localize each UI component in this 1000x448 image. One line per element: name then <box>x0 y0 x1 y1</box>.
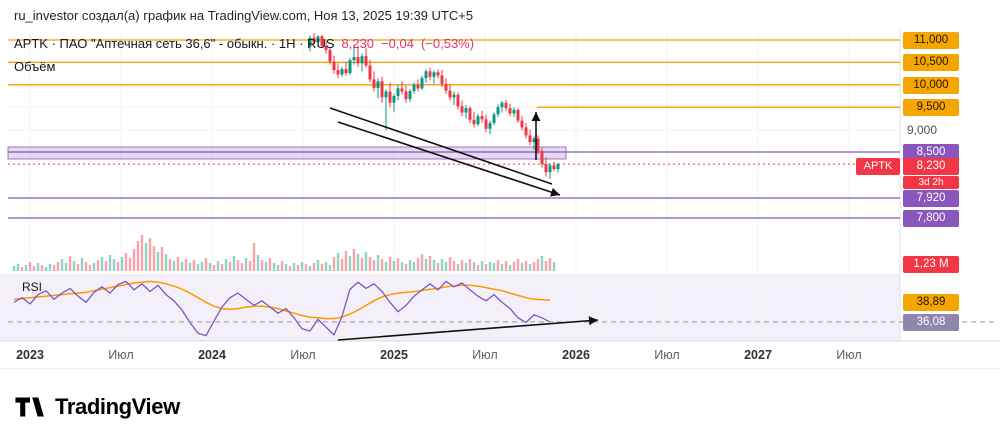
price-level-badge-11000: 11,000 <box>903 32 959 49</box>
time-axis-label: Июл <box>108 348 134 362</box>
volume-value-badge: 1,23 M <box>903 256 959 273</box>
attribution-text: ru_investor создал(а) график на TradingV… <box>14 8 474 23</box>
price-level-badge-10000: 10,000 <box>903 77 959 94</box>
time-axis-label: 2024 <box>198 348 226 362</box>
symbol-legend: APTK · ПАО "Аптечная сеть 36,6" - обыкн.… <box>14 36 474 51</box>
price-level-badge-9500: 9,500 <box>903 99 959 116</box>
time-axis-label: 2026 <box>562 348 590 362</box>
time-axis-label: Июл <box>472 348 498 362</box>
time-axis-label: Июл <box>290 348 316 362</box>
price-level-badge-7920: 7,920 <box>903 190 959 207</box>
volume-legend: Объём <box>14 59 56 74</box>
time-axis-label: 2025 <box>380 348 408 362</box>
price-level-badge-8500: 8,500 <box>903 144 959 161</box>
last-price-badge: 8,230 <box>903 158 959 175</box>
bar-countdown-badge: 3d 2h <box>903 176 959 189</box>
price-level-badge-7800: 7,800 <box>903 210 959 227</box>
symbol-description: APTK · ПАО "Аптечная сеть 36,6" - обыкн.… <box>14 36 335 51</box>
time-axis-label: Июл <box>836 348 862 362</box>
price-change: −0,04 <box>381 36 414 51</box>
time-axis-label: Июл <box>654 348 680 362</box>
rsi-ma-value-badge: 38,89 <box>903 294 959 311</box>
rsi-value-badge: 36,08 <box>903 314 959 331</box>
axis-label-9000: 9,000 <box>907 123 938 137</box>
tradingview-brand-link[interactable]: TradingView <box>14 394 180 420</box>
price-level-badge-10500: 10,500 <box>903 54 959 71</box>
rsi-legend: RSI <box>22 280 43 294</box>
brand-wordmark: TradingView <box>55 394 180 419</box>
symbol-price-tag: APTK <box>856 158 900 175</box>
tradingview-logo-icon <box>15 397 44 417</box>
price-change-pct: (−0,53%) <box>420 36 475 51</box>
last-price: 8,230 <box>341 36 375 51</box>
time-axis-label: 2023 <box>16 348 44 362</box>
time-axis-label: 2027 <box>744 348 772 362</box>
